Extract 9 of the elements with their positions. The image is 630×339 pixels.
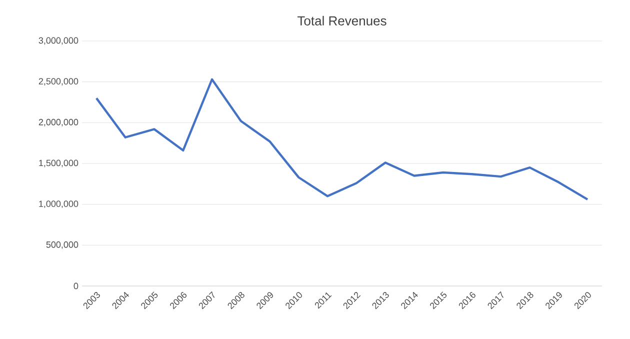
y-tick-label: 1,500,000 (39, 160, 78, 168)
y-tick-label: 0 (74, 282, 78, 290)
y-tick-label: 2,500,000 (38, 78, 78, 86)
y-tick-label: 3,000,000 (38, 37, 78, 45)
y-tick-label: 500,000 (46, 241, 78, 249)
y-tick-label: 1,000,000 (39, 200, 78, 208)
chart-title: Total Revenues (297, 16, 386, 26)
line-series (95, 78, 589, 201)
y-tick-label: 2,000,000 (38, 118, 78, 126)
